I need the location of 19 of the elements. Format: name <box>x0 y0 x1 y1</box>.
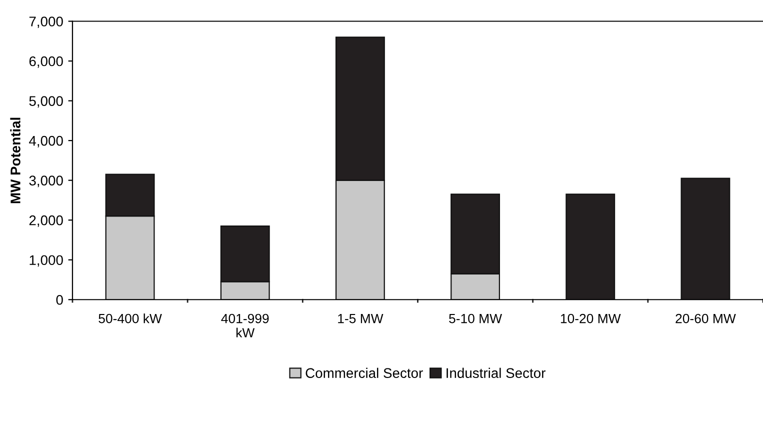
bar <box>566 194 616 300</box>
x-tick-label: 50-400 kW <box>98 314 162 324</box>
legend-label: Commercial Sector <box>306 368 423 378</box>
x-tick-label: 1-5 MW <box>338 314 384 324</box>
y-tick-label: 1,000 <box>30 255 63 267</box>
x-tick-label: 401-999 kW <box>221 314 269 338</box>
y-tick-label: 7,000 <box>29 16 63 28</box>
x-tick-label: 10-20 MW <box>560 314 621 324</box>
y-tick-label: 6,000 <box>29 56 63 68</box>
y-tick-label: 2,000 <box>29 215 63 227</box>
y-tick-label: 4,000 <box>29 136 63 148</box>
x-tick-label: 5-10 MW <box>449 314 502 324</box>
y-tick-label: 0 <box>56 294 63 305</box>
x-tick-label: 20-60 MW <box>676 314 736 324</box>
bar <box>680 178 730 300</box>
y-tick-label: 5,000 <box>29 96 63 108</box>
y-axis-title: MW Potential <box>10 118 20 204</box>
y-tick-label: 3,000 <box>29 176 63 188</box>
legend-label: Industrial Sector <box>446 368 546 378</box>
